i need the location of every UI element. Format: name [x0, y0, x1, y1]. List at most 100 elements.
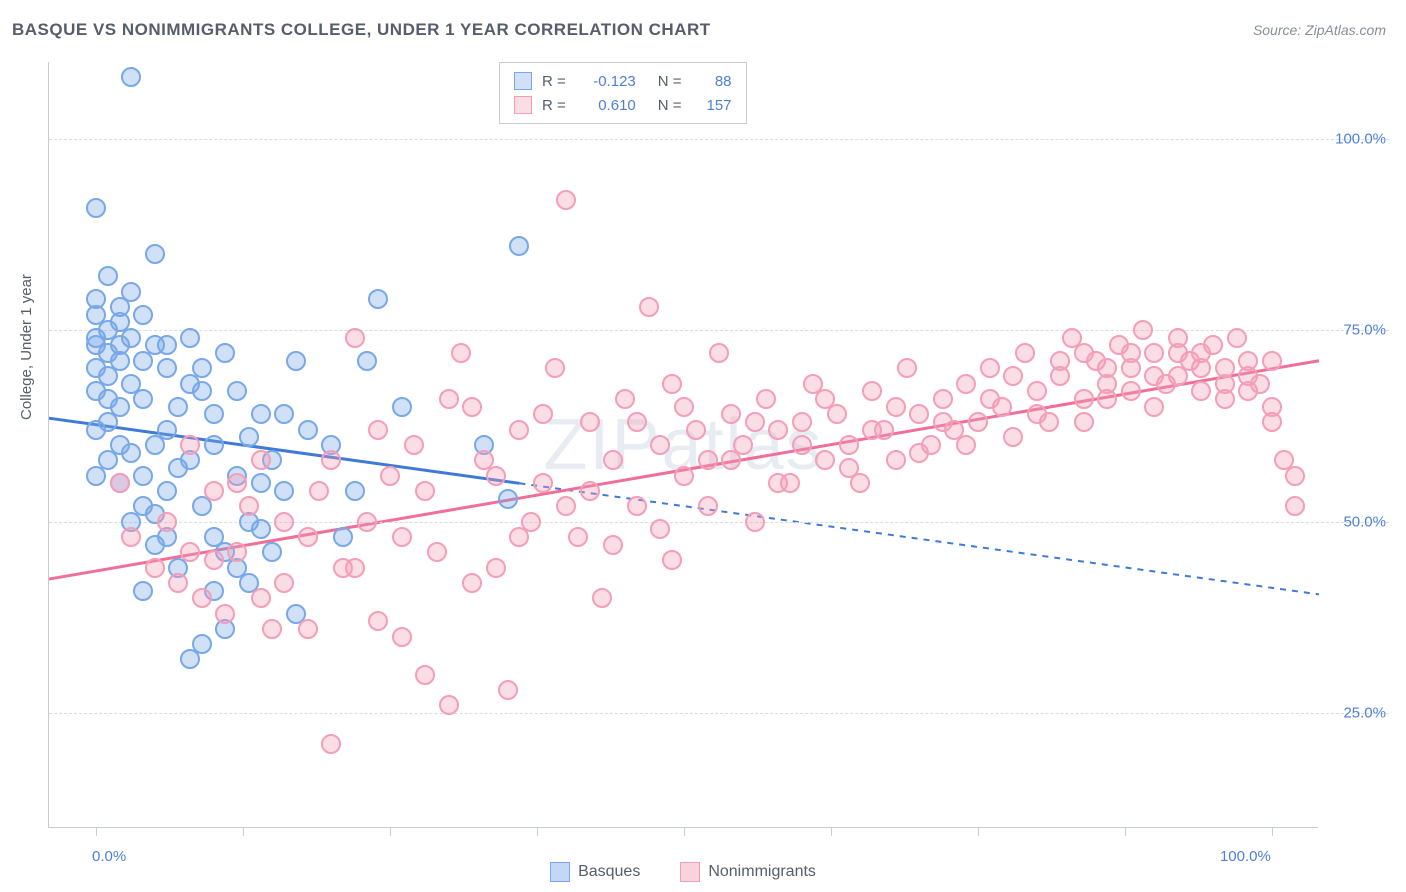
data-point-basques	[204, 435, 224, 455]
data-point-nonimmigrants	[298, 527, 318, 547]
legend-swatch	[680, 862, 700, 882]
data-point-nonimmigrants	[956, 374, 976, 394]
chart-title: BASQUE VS NONIMMIGRANTS COLLEGE, UNDER 1…	[12, 20, 711, 40]
data-point-nonimmigrants	[204, 550, 224, 570]
data-point-nonimmigrants	[745, 512, 765, 532]
data-point-nonimmigrants	[533, 473, 553, 493]
data-point-nonimmigrants	[792, 412, 812, 432]
data-point-nonimmigrants	[121, 527, 141, 547]
data-point-nonimmigrants	[180, 435, 200, 455]
data-point-nonimmigrants	[709, 343, 729, 363]
data-point-nonimmigrants	[1238, 381, 1258, 401]
legend-series: Basques Nonimmigrants	[48, 862, 1318, 882]
data-point-nonimmigrants	[427, 542, 447, 562]
data-point-nonimmigrants	[1144, 366, 1164, 386]
data-point-nonimmigrants	[980, 358, 1000, 378]
data-point-nonimmigrants	[639, 297, 659, 317]
data-point-basques	[157, 420, 177, 440]
data-point-basques	[204, 404, 224, 424]
data-point-basques	[262, 542, 282, 562]
data-point-basques	[86, 358, 106, 378]
data-point-nonimmigrants	[439, 695, 459, 715]
data-point-basques	[86, 466, 106, 486]
data-point-nonimmigrants	[686, 420, 706, 440]
data-point-nonimmigrants	[1144, 343, 1164, 363]
data-point-basques	[157, 481, 177, 501]
legend-r-label: R =	[542, 97, 566, 114]
data-point-nonimmigrants	[756, 389, 776, 409]
data-point-nonimmigrants	[1285, 496, 1305, 516]
data-point-nonimmigrants	[1191, 358, 1211, 378]
data-point-nonimmigrants	[933, 412, 953, 432]
data-point-nonimmigrants	[1262, 412, 1282, 432]
data-point-nonimmigrants	[274, 512, 294, 532]
data-point-basques	[357, 351, 377, 371]
data-point-nonimmigrants	[321, 450, 341, 470]
data-point-nonimmigrants	[1121, 343, 1141, 363]
data-point-basques	[133, 351, 153, 371]
data-point-nonimmigrants	[1121, 381, 1141, 401]
data-point-basques	[368, 289, 388, 309]
data-point-nonimmigrants	[1144, 397, 1164, 417]
legend-swatch	[514, 96, 532, 114]
data-point-nonimmigrants	[603, 450, 623, 470]
data-point-nonimmigrants	[1003, 427, 1023, 447]
data-point-nonimmigrants	[345, 328, 365, 348]
data-point-nonimmigrants	[157, 512, 177, 532]
data-point-basques	[157, 358, 177, 378]
data-point-nonimmigrants	[603, 535, 623, 555]
data-point-nonimmigrants	[956, 435, 976, 455]
data-point-nonimmigrants	[1215, 374, 1235, 394]
data-point-nonimmigrants	[215, 604, 235, 624]
legend-r-value: -0.123	[576, 73, 636, 90]
data-point-nonimmigrants	[792, 435, 812, 455]
data-point-basques	[133, 466, 153, 486]
plot-area: ZIPatlas R =-0.123N =88R =0.610N =157 25…	[48, 62, 1318, 828]
source-link[interactable]: ZipAtlas.com	[1305, 22, 1386, 38]
data-point-basques	[110, 335, 130, 355]
data-point-nonimmigrants	[615, 389, 635, 409]
y-tick-label: 50.0%	[1343, 513, 1386, 530]
data-point-nonimmigrants	[1168, 343, 1188, 363]
gridline	[49, 330, 1389, 331]
data-point-nonimmigrants	[1227, 328, 1247, 348]
data-point-nonimmigrants	[580, 481, 600, 501]
data-point-nonimmigrants	[1133, 320, 1153, 340]
gridline	[49, 713, 1389, 714]
legend-n-label: N =	[658, 97, 682, 114]
legend-r-label: R =	[542, 73, 566, 90]
data-point-nonimmigrants	[886, 397, 906, 417]
data-point-basques	[298, 420, 318, 440]
data-point-basques	[192, 634, 212, 654]
data-point-nonimmigrants	[745, 412, 765, 432]
data-point-nonimmigrants	[980, 389, 1000, 409]
data-point-basques	[86, 289, 106, 309]
data-point-basques	[239, 427, 259, 447]
data-point-nonimmigrants	[674, 466, 694, 486]
data-point-basques	[121, 282, 141, 302]
x-tick	[978, 827, 979, 836]
data-point-nonimmigrants	[321, 734, 341, 754]
data-point-nonimmigrants	[227, 473, 247, 493]
data-point-basques	[333, 527, 353, 547]
data-point-nonimmigrants	[439, 389, 459, 409]
legend-label: Basques	[578, 863, 640, 881]
x-tick	[831, 827, 832, 836]
legend-item: Nonimmigrants	[680, 862, 816, 882]
data-point-basques	[227, 381, 247, 401]
x-tick	[684, 827, 685, 836]
data-point-nonimmigrants	[392, 627, 412, 647]
data-point-nonimmigrants	[462, 397, 482, 417]
legend-r-value: 0.610	[576, 97, 636, 114]
data-point-nonimmigrants	[415, 665, 435, 685]
data-point-nonimmigrants	[368, 611, 388, 631]
data-point-nonimmigrants	[533, 404, 553, 424]
data-point-basques	[509, 236, 529, 256]
data-point-nonimmigrants	[451, 343, 471, 363]
data-point-nonimmigrants	[1015, 343, 1035, 363]
data-point-nonimmigrants	[192, 588, 212, 608]
data-point-nonimmigrants	[839, 458, 859, 478]
data-point-nonimmigrants	[933, 389, 953, 409]
data-point-basques	[133, 581, 153, 601]
data-point-nonimmigrants	[415, 481, 435, 501]
